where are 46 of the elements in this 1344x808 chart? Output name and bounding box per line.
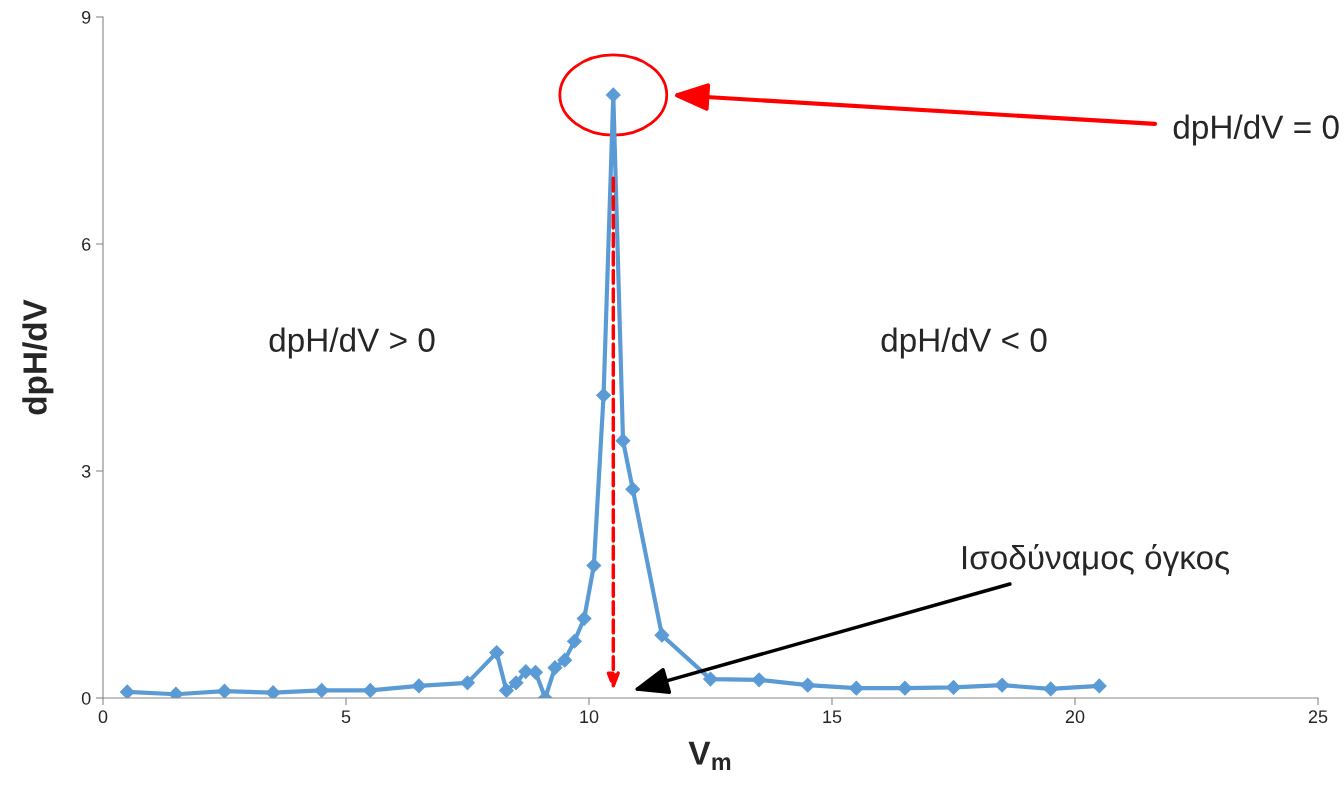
- point: [625, 481, 641, 497]
- annotation: dpH/dV > 0: [269, 327, 435, 359]
- point: [119, 684, 135, 698]
- point: [528, 664, 543, 680]
- y-tick-label: 0: [81, 691, 91, 705]
- point: [498, 683, 514, 698]
- point: [596, 387, 611, 403]
- y-axis-title: dpH/dV: [22, 299, 54, 415]
- point: [1091, 678, 1107, 694]
- x-tick-label: 25: [1308, 710, 1328, 724]
- point: [460, 675, 475, 691]
- point: [489, 645, 505, 660]
- y-tick-label: 6: [82, 237, 91, 251]
- point: [314, 683, 330, 698]
- point: [654, 627, 670, 643]
- point: [411, 678, 427, 694]
- point: [576, 611, 592, 626]
- x-tick-label: 20: [1065, 710, 1085, 724]
- point: [897, 680, 913, 696]
- point: [800, 677, 816, 693]
- point: [586, 558, 602, 573]
- point: [615, 433, 631, 449]
- x-tick-label: 10: [580, 710, 599, 724]
- point: [946, 680, 961, 695]
- x-tick-label: 5: [341, 710, 351, 724]
- point: [994, 677, 1010, 693]
- point: [547, 660, 563, 676]
- point: [1043, 681, 1059, 697]
- point: [751, 672, 767, 688]
- y-tick-label: 3: [81, 464, 91, 478]
- x-tick-label: 0: [98, 710, 108, 724]
- x-tick-label: 15: [823, 710, 842, 724]
- point: [217, 683, 232, 698]
- annotation: dpH/dV < 0: [881, 327, 1047, 359]
- point: [848, 680, 864, 696]
- point: [703, 671, 718, 687]
- point: [605, 87, 621, 103]
- point: [567, 633, 582, 649]
- point: [557, 652, 573, 668]
- point: [362, 683, 378, 698]
- annotation: Ισοδύναμος όγκος: [962, 543, 1230, 576]
- annotation: dpH/dV = 0: [1173, 114, 1339, 146]
- point: [265, 685, 281, 698]
- point: [508, 675, 524, 691]
- x-axis-title: V$_{m}$: [688, 741, 731, 770]
- y-tick-label: 9: [82, 10, 91, 24]
